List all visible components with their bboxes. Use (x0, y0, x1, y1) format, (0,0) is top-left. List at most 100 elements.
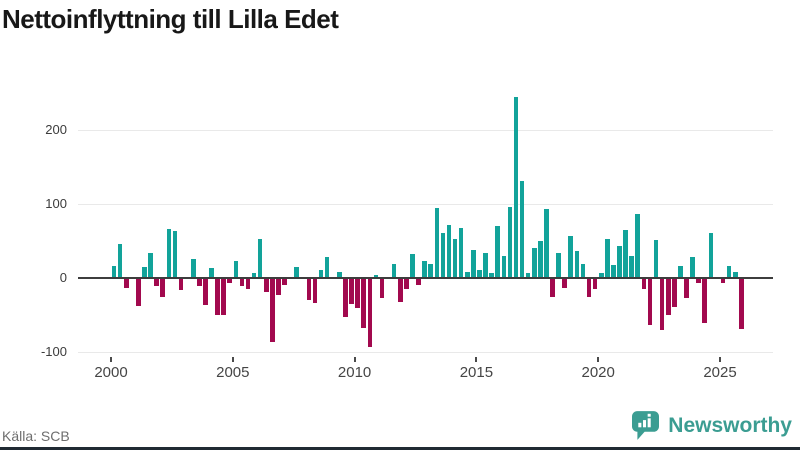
data-bar (136, 279, 141, 307)
data-bar (739, 279, 744, 330)
y-axis-tick-label: 200 (45, 122, 67, 137)
bottom-rule (0, 447, 800, 450)
gridline (78, 130, 773, 131)
data-bar (257, 238, 263, 277)
x-axis-tick (353, 357, 356, 362)
data-bar (148, 253, 153, 277)
brand-logo: Newsworthy (632, 411, 792, 440)
data-bar (172, 231, 178, 277)
data-bar (678, 265, 683, 277)
data-bar (531, 248, 537, 277)
x-axis-tick (110, 357, 112, 362)
brand-name: Newsworthy (668, 413, 792, 437)
data-bar (367, 279, 373, 348)
data-bar (263, 279, 269, 292)
x-axis-tick (719, 357, 721, 362)
data-bar (154, 279, 159, 286)
x-axis-tick-label: 2015 (459, 364, 494, 381)
data-bar (513, 97, 519, 277)
x-axis-tick-label: 2020 (581, 364, 615, 381)
data-bar (726, 265, 732, 277)
data-bar (598, 273, 604, 277)
data-bar (349, 279, 354, 305)
data-bar (209, 268, 214, 277)
data-bar (227, 279, 233, 283)
data-bar (562, 279, 567, 288)
data-bar (641, 279, 647, 290)
data-bar (647, 279, 653, 325)
y-axis-tick-label: 0 (59, 270, 67, 285)
data-bar (556, 253, 561, 277)
data-bar (471, 250, 476, 277)
source-note: Källa: SCB (2, 428, 70, 444)
data-bar (495, 225, 500, 277)
data-bar (428, 264, 434, 277)
data-bar (635, 214, 641, 277)
data-bar (318, 270, 324, 277)
data-bar (117, 243, 123, 277)
data-bar (605, 239, 610, 277)
data-bar (696, 279, 701, 284)
data-bar (690, 257, 695, 277)
data-bar (611, 265, 616, 277)
data-bar (452, 238, 458, 277)
data-bar (617, 245, 622, 277)
data-bar (623, 230, 628, 277)
data-bar (684, 279, 689, 299)
data-bar (337, 271, 342, 277)
data-bar (507, 207, 513, 277)
data-bar (732, 271, 738, 277)
data-bar (659, 279, 665, 331)
y-axis-tick-label: 100 (45, 196, 67, 211)
data-bar (270, 279, 275, 342)
data-bar (203, 279, 208, 305)
data-bar (197, 279, 202, 287)
data-bar (477, 269, 482, 277)
data-bar (416, 279, 421, 285)
data-bar (580, 264, 586, 277)
data-bar (361, 279, 367, 328)
data-bar (343, 279, 348, 318)
data-bar (178, 279, 184, 291)
data-bar (489, 273, 494, 277)
zero-axis-line (78, 277, 773, 279)
data-bar (464, 271, 470, 277)
data-bar (720, 279, 726, 284)
data-bar (245, 279, 251, 290)
data-bar (294, 267, 300, 277)
data-bar (483, 252, 488, 277)
data-bar (568, 235, 574, 277)
data-bar (544, 208, 549, 277)
gridline (78, 204, 773, 205)
y-axis-tick-label: -100 (40, 344, 67, 359)
x-axis-tick-label: 2025 (703, 364, 737, 381)
data-bar (324, 257, 330, 277)
data-bar (282, 279, 287, 285)
data-bar (355, 279, 360, 308)
data-bar (586, 279, 592, 297)
data-bar (525, 273, 531, 277)
data-bar (538, 240, 543, 277)
data-bar (239, 279, 245, 286)
x-axis-tick-label: 2010 (337, 364, 372, 381)
data-bar (410, 254, 415, 277)
data-bar (221, 279, 226, 315)
x-axis-tick (597, 357, 600, 362)
data-bar (458, 228, 464, 277)
data-bar (233, 261, 239, 277)
chart-title: Nettoinflyttning till Lilla Edet (2, 4, 339, 34)
data-bar (519, 180, 525, 277)
data-bar (501, 255, 507, 277)
data-bar (592, 279, 598, 289)
x-axis-tick-label: 2005 (216, 364, 250, 381)
data-bar (550, 279, 555, 297)
data-bar (190, 259, 196, 277)
data-bar (379, 279, 385, 299)
x-axis-tick (475, 357, 478, 362)
data-bar (574, 251, 580, 277)
data-bar (672, 279, 677, 308)
data-bar (446, 225, 452, 277)
data-bar (166, 228, 172, 277)
data-bar (251, 272, 257, 277)
